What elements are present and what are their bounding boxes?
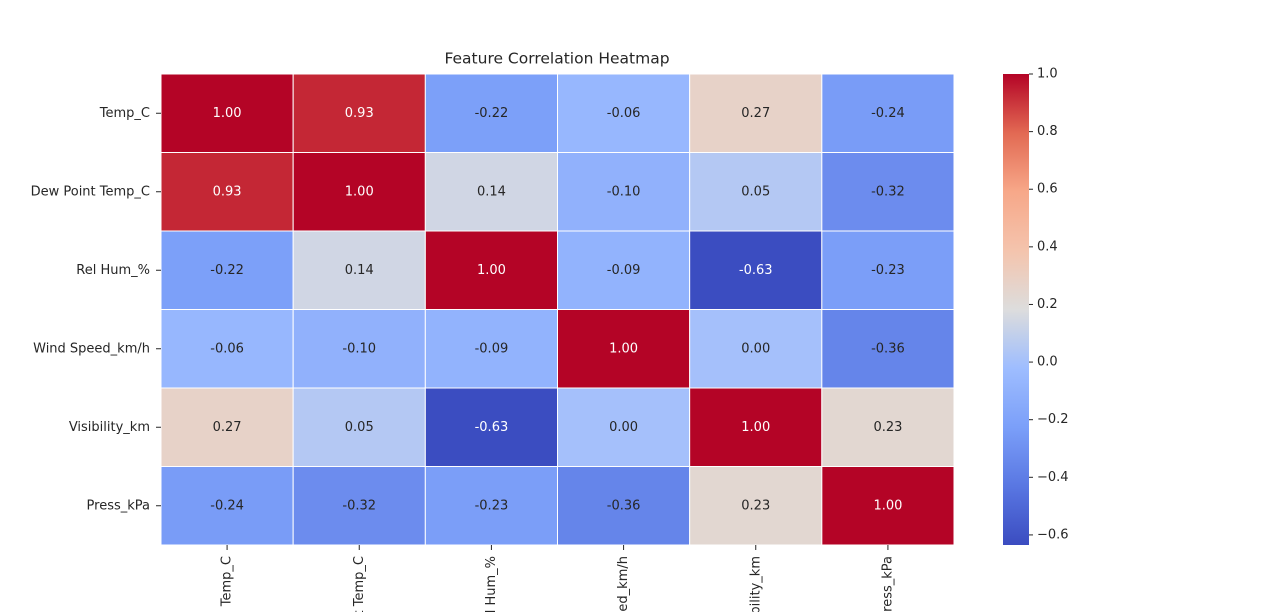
x-tick-label: Press_kPa [880, 556, 895, 612]
colorbar-tick-label: 0.0 [1037, 355, 1058, 370]
cell-label: -0.09 [475, 341, 509, 356]
cell-label: -0.36 [607, 498, 641, 513]
cell-label: -0.22 [475, 106, 509, 121]
heatmap-cell [557, 309, 691, 389]
heatmap-cell [557, 387, 691, 467]
cell-label: 0.27 [213, 420, 242, 435]
heatmap-cell [689, 309, 823, 389]
cell-label: -0.24 [210, 498, 244, 513]
cell-label: -0.09 [607, 263, 641, 278]
cell-label: 0.14 [477, 184, 506, 199]
x-tick-label: Dew Point Temp_C [352, 556, 367, 612]
heatmap-cell [689, 230, 823, 310]
cell-label: 0.23 [873, 420, 902, 435]
heatmap-cell [292, 230, 426, 310]
cell-label: -0.10 [342, 341, 376, 356]
cell-label: 0.05 [741, 184, 770, 199]
heatmap-cell [160, 73, 294, 153]
heatmap-cell [160, 309, 294, 389]
cell-label: 0.05 [345, 420, 374, 435]
heatmap-cell [557, 230, 691, 310]
heatmap-cell [292, 73, 426, 153]
cell-label: 1.00 [477, 263, 506, 278]
colorbar-tick-label: 1.0 [1037, 67, 1058, 82]
y-tick-label: Rel Hum_% [76, 263, 150, 278]
cell-label: -0.36 [871, 341, 905, 356]
heatmap-cell [821, 466, 955, 546]
chart-title: Feature Correlation Heatmap [444, 50, 669, 68]
cell-label: -0.23 [475, 498, 509, 513]
heatmap-cell [557, 73, 691, 153]
heatmap-cell [821, 309, 955, 389]
heatmap-cell [689, 73, 823, 153]
heatmap-cell [292, 152, 426, 232]
x-tick-label: Wind Speed_km/h [616, 556, 631, 612]
y-tick-label: Press_kPa [87, 498, 150, 513]
cell-label: -0.06 [210, 341, 244, 356]
colorbar-tick-label: −0.2 [1037, 412, 1069, 427]
y-tick-label: Visibility_km [69, 420, 150, 435]
heatmap-cell [689, 466, 823, 546]
cell-label: -0.32 [342, 498, 376, 513]
colorbar [1003, 74, 1029, 545]
cell-label: -0.32 [871, 184, 905, 199]
cell-label: 0.14 [345, 263, 374, 278]
heatmap-cell [821, 73, 955, 153]
cell-label: 1.00 [345, 184, 374, 199]
heatmap-cell [292, 309, 426, 389]
x-tick-label: Temp_C [220, 556, 235, 607]
cell-label: 0.93 [213, 184, 242, 199]
colorbar-tick-label: 0.2 [1037, 297, 1058, 312]
heatmap-cell [160, 387, 294, 467]
colorbar-tick-label: 0.6 [1037, 182, 1058, 197]
x-tick-label: Rel Hum_% [484, 556, 499, 612]
cell-label: 0.00 [741, 341, 770, 356]
colorbar-tick-label: 0.8 [1037, 124, 1058, 139]
cell-label: 0.27 [741, 106, 770, 121]
heatmap-cell [160, 230, 294, 310]
cell-label: 1.00 [741, 420, 770, 435]
heatmap-cell [424, 73, 559, 153]
cell-label: 1.00 [609, 341, 638, 356]
cell-label: -0.63 [475, 420, 509, 435]
cell-label: 0.93 [345, 106, 374, 121]
cell-label: -0.24 [871, 106, 905, 121]
cell-label: 0.23 [741, 498, 770, 513]
cell-label: -0.10 [607, 184, 641, 199]
heatmap-cell [424, 387, 559, 467]
y-tick-label: Temp_C [99, 106, 150, 121]
heatmap-cell [424, 230, 559, 310]
colorbar-tick-label: 0.4 [1037, 239, 1058, 254]
cell-label: -0.06 [607, 106, 641, 121]
cell-label: 1.00 [213, 106, 242, 121]
cell-label: -0.63 [739, 263, 773, 278]
y-tick-label: Dew Point Temp_C [31, 184, 150, 199]
cell-label: 1.00 [873, 498, 902, 513]
heatmap-cell [821, 230, 955, 310]
heatmap-cell [160, 466, 294, 546]
heatmap-cell [821, 152, 955, 232]
colorbar-tick-label: −0.6 [1037, 527, 1069, 542]
colorbar-tick-label: −0.4 [1037, 470, 1069, 485]
y-tick-label: Wind Speed_km/h [33, 341, 150, 356]
cell-label: -0.22 [210, 263, 244, 278]
heatmap-cell [821, 387, 955, 467]
cell-label: 0.00 [609, 420, 638, 435]
heatmap-cell [424, 309, 559, 389]
heatmap-cell [557, 152, 691, 232]
heatmap-cell [689, 387, 823, 467]
x-tick-label: Visibility_km [748, 556, 763, 612]
cell-label: -0.23 [871, 263, 905, 278]
